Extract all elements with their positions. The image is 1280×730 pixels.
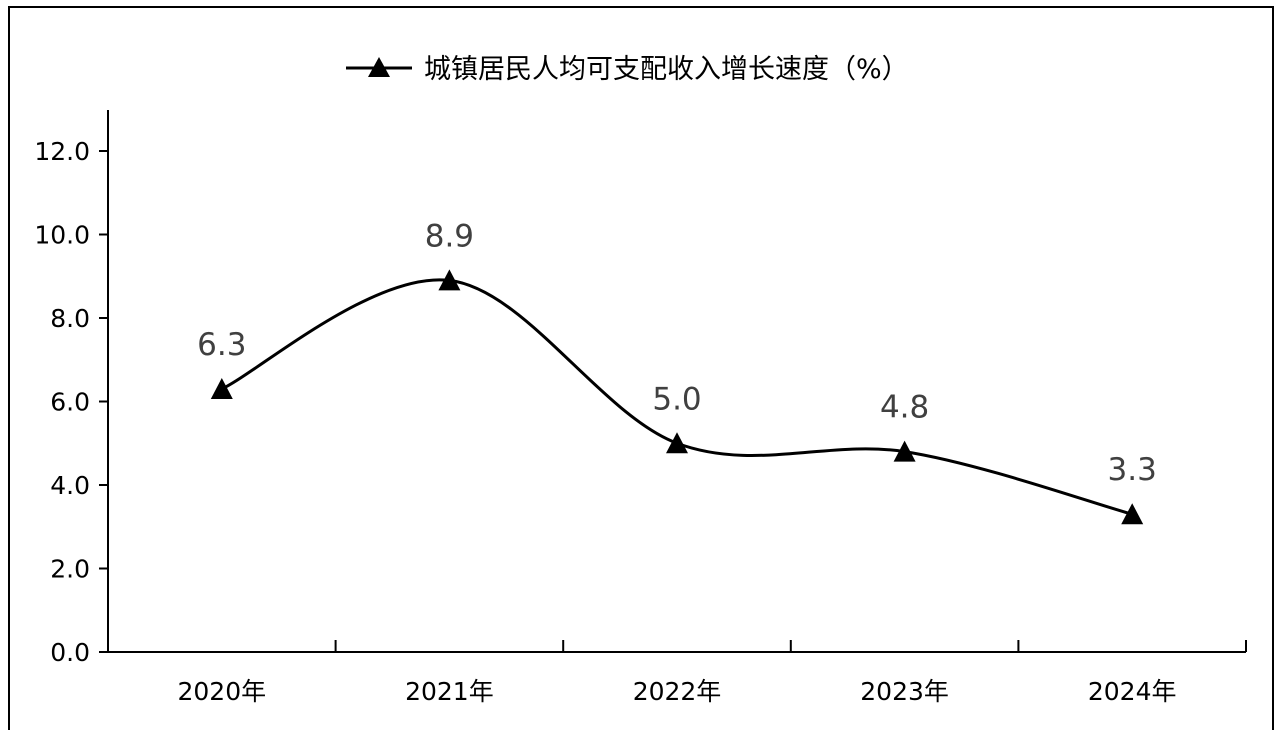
x-tick-label: 2021年	[405, 677, 494, 706]
data-label: 6.3	[197, 327, 246, 363]
data-label: 8.9	[425, 218, 474, 254]
x-axis-ticks: 2020年 2021年 2022年 2023年 2024年	[177, 640, 1247, 706]
y-tick-label: 4.0	[50, 471, 90, 500]
legend: 城镇居民人均可支配收入增长速度（%）	[346, 54, 909, 85]
legend-label: 城镇居民人均可支配收入增长速度（%）	[424, 54, 909, 85]
data-point-marker	[666, 432, 688, 454]
data-point-marker	[893, 440, 916, 462]
data-label: 3.3	[1108, 452, 1157, 488]
y-tick-label: 6.0	[50, 388, 90, 417]
x-tick-label: 2020年	[177, 677, 266, 706]
data-label: 5.0	[652, 381, 701, 417]
data-point-marker	[1121, 503, 1144, 525]
series-line	[221, 278, 1133, 516]
legend-marker-triangle-icon	[368, 57, 390, 77]
axes	[107, 110, 1246, 653]
data-point-marker	[438, 269, 461, 291]
data-label: 4.8	[880, 390, 929, 426]
y-tick-label: 0.0	[50, 638, 90, 667]
y-tick-label: 12.0	[34, 137, 90, 166]
x-tick-label: 2022年	[633, 677, 722, 706]
data-point-marker	[210, 377, 233, 399]
series-markers	[210, 269, 1144, 525]
y-tick-label: 8.0	[50, 304, 90, 333]
x-tick-label: 2024年	[1088, 677, 1177, 706]
y-axis-ticks: 0.0 2.0 4.0 6.0 8.0 10.0 12.0	[34, 137, 108, 667]
chart-frame	[8, 6, 1274, 730]
data-labels: 6.3 8.9 5.0 4.8 3.3	[197, 218, 1157, 488]
x-tick-label: 2023年	[860, 677, 949, 706]
y-tick-label: 2.0	[50, 555, 90, 584]
y-tick-label: 10.0	[34, 221, 90, 250]
